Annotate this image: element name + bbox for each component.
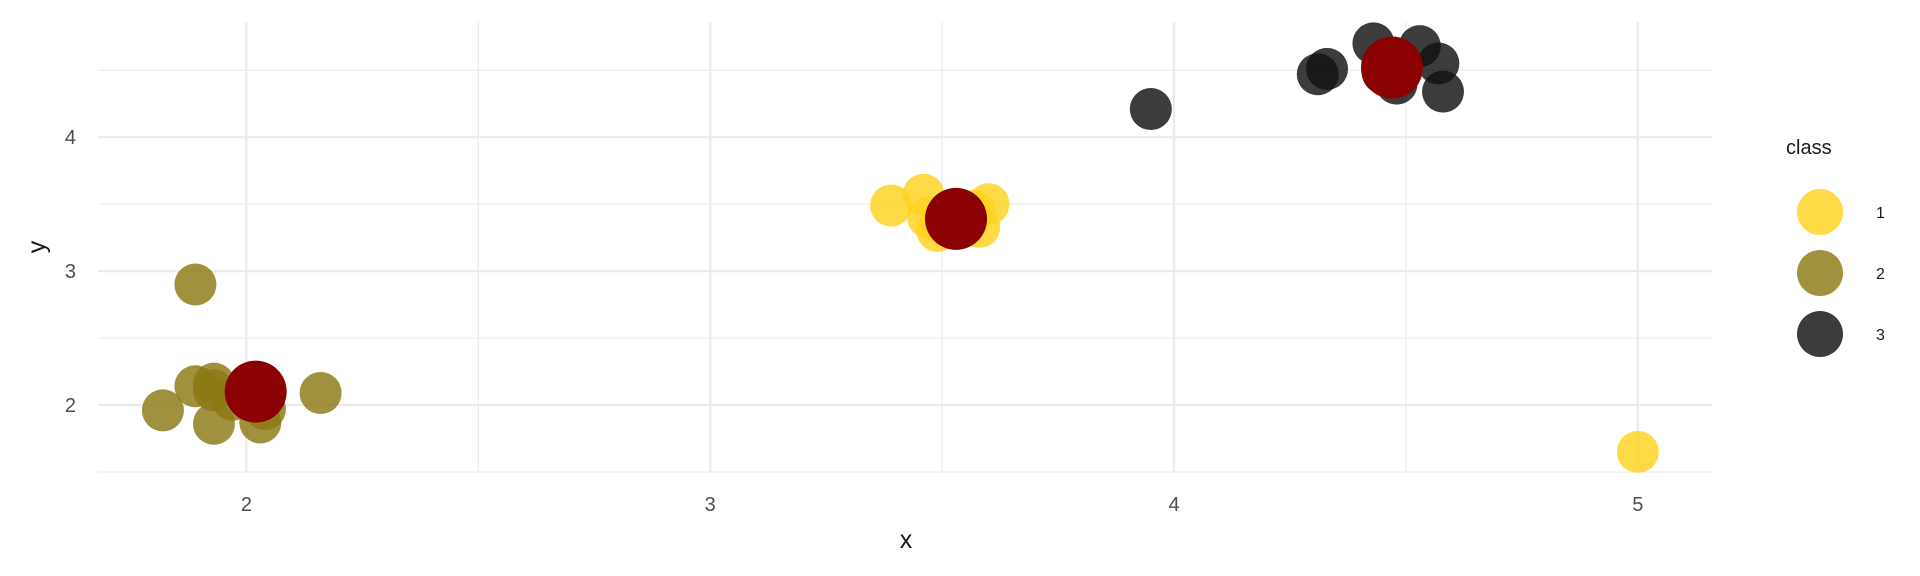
legend-key-1 xyxy=(1797,189,1843,235)
data-point-class-2 xyxy=(299,371,342,414)
legend-key-2 xyxy=(1797,250,1843,296)
legend: class 1 2 3 xyxy=(1786,137,1885,357)
centroid-point xyxy=(224,360,287,423)
legend-key-3 xyxy=(1797,311,1843,357)
x-tick-label: 4 xyxy=(1168,494,1179,516)
data-point-class-3 xyxy=(1422,70,1464,113)
centroid-point xyxy=(925,187,988,250)
data-point-class-3 xyxy=(1306,47,1349,90)
data-point-class-3 xyxy=(1129,88,1172,131)
x-tick-label: 2 xyxy=(241,494,252,516)
data-point-class-1 xyxy=(870,184,913,227)
x-axis-title: x xyxy=(900,526,913,554)
legend-label-3: 3 xyxy=(1876,327,1885,344)
axis-tick-labels: 2 3 4 5 2 3 4 xyxy=(65,127,1643,516)
y-tick-label: 4 xyxy=(65,127,76,149)
legend-label-2: 2 xyxy=(1876,266,1885,283)
y-axis-title: y xyxy=(23,240,51,253)
x-tick-label: 5 xyxy=(1632,494,1643,516)
data-point-class-1 xyxy=(1616,430,1659,473)
points-layer xyxy=(141,22,1659,473)
centroid-point xyxy=(1360,36,1423,99)
y-tick-label: 2 xyxy=(65,395,76,417)
legend-label-1: 1 xyxy=(1876,205,1885,222)
x-tick-label: 3 xyxy=(705,494,716,516)
y-tick-label: 3 xyxy=(65,261,76,283)
grid xyxy=(98,22,1712,473)
legend-title: class xyxy=(1786,137,1832,159)
data-point-class-2 xyxy=(141,389,184,432)
data-point-class-2 xyxy=(174,263,217,306)
